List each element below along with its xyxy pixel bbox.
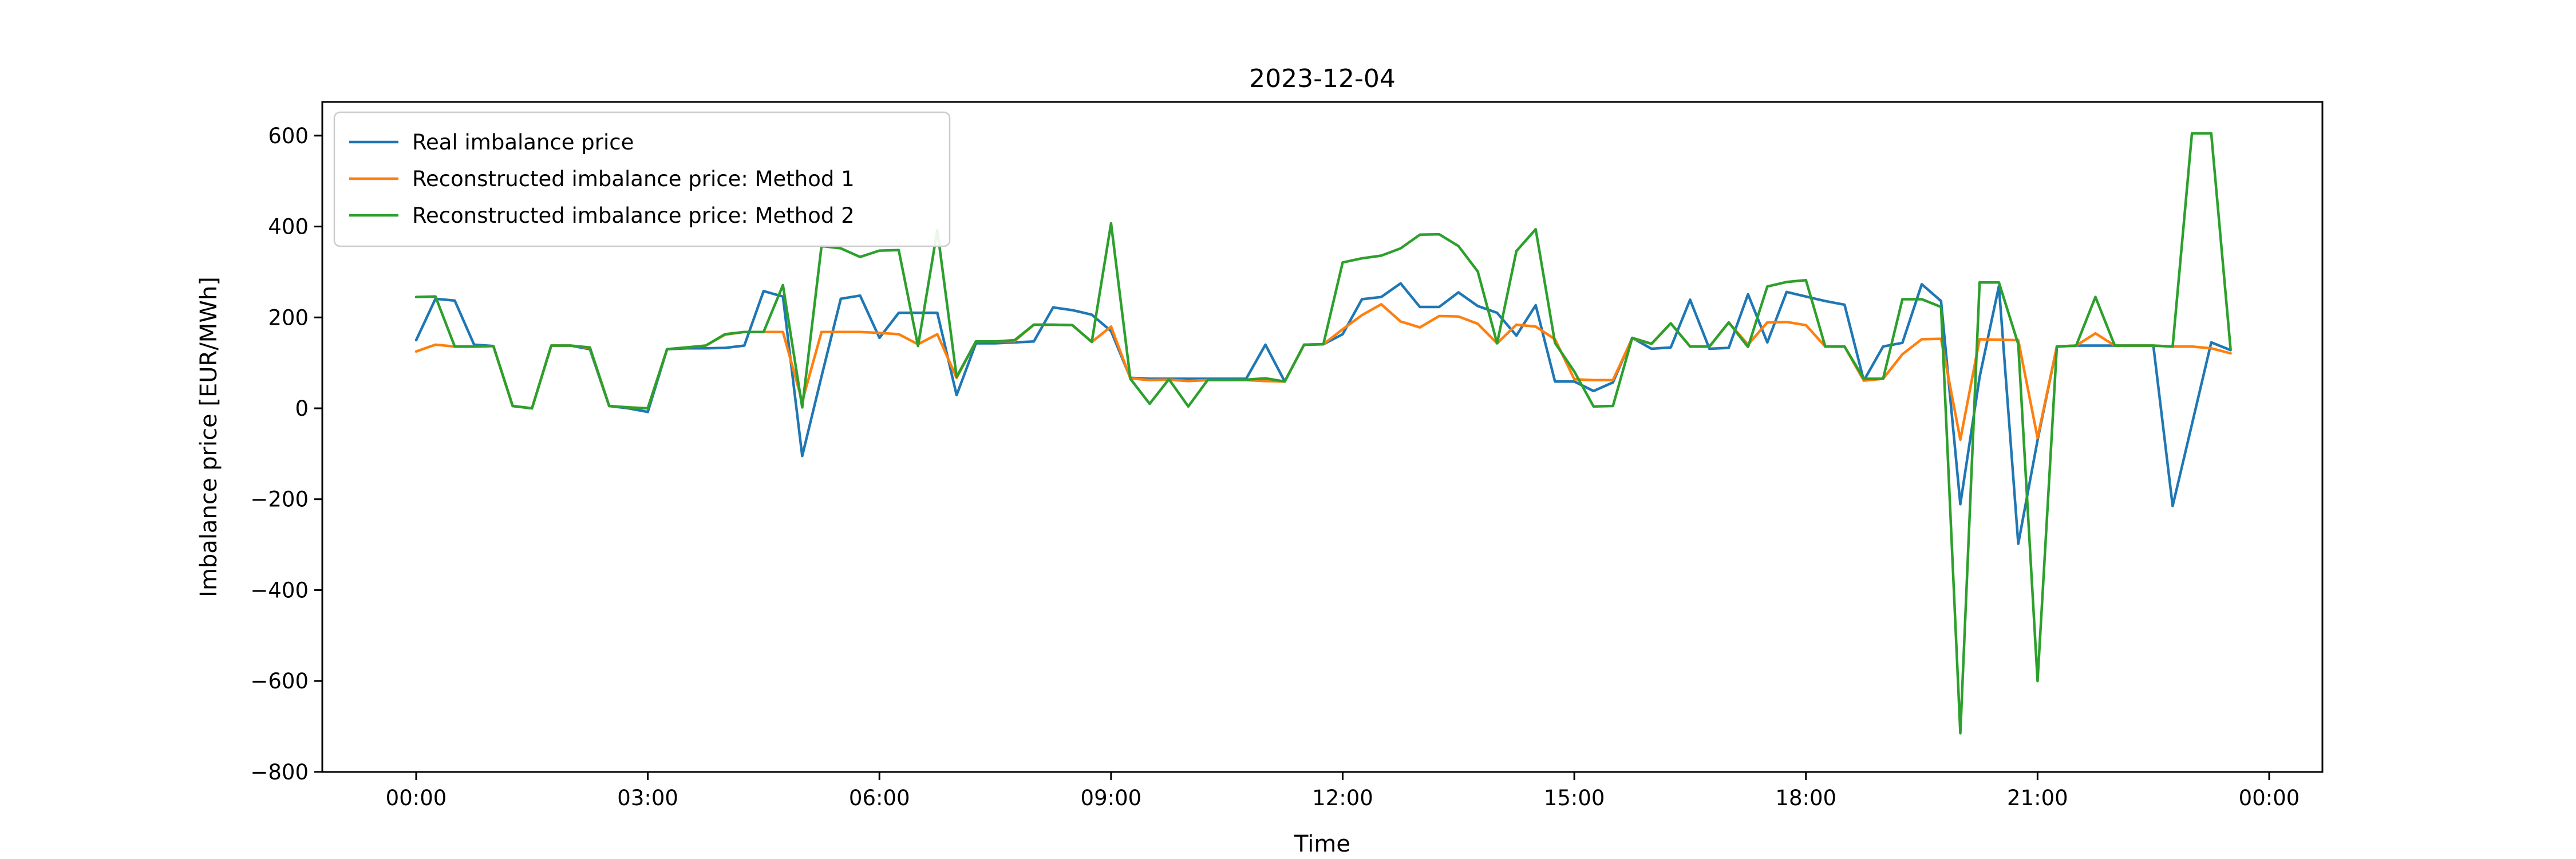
x-axis-tick-label: 00:00	[386, 786, 447, 810]
y-axis-tick-label: 0	[295, 396, 309, 421]
x-axis-tick-label: 00:00	[2239, 786, 2300, 810]
chart-title: 2023-12-04	[1249, 64, 1396, 93]
y-axis-tick-label: −800	[250, 760, 309, 785]
y-axis-tick-label: −200	[250, 487, 309, 512]
series-line-method2	[414, 132, 2232, 735]
x-axis-tick-label: 15:00	[1544, 786, 1605, 810]
y-axis-tick-label: −600	[250, 669, 309, 693]
x-axis-label: Time	[1294, 831, 1350, 857]
y-axis-tick-label: 400	[268, 215, 309, 239]
legend-label: Reconstructed imbalance price: Method 1	[412, 167, 855, 191]
x-axis-tick-label: 03:00	[617, 786, 678, 810]
x-axis-tick-label: 12:00	[1312, 786, 1373, 810]
x-axis-tick-label: 06:00	[849, 786, 910, 810]
y-axis-tick-label: 200	[268, 305, 309, 330]
x-axis-tick-label: 21:00	[2007, 786, 2068, 810]
x-axis-tick-label: 09:00	[1081, 786, 1142, 810]
x-axis-tick-label: 18:00	[1775, 786, 1836, 810]
y-axis-tick-label: −400	[250, 578, 309, 602]
y-axis-tick-label: 600	[268, 124, 309, 148]
legend-box	[333, 111, 951, 247]
legend-label: Real imbalance price	[412, 130, 634, 155]
y-axis-label: Imbalance price [EUR/MWh]	[196, 277, 222, 597]
legend-label: Reconstructed imbalance price: Method 2	[412, 203, 855, 228]
